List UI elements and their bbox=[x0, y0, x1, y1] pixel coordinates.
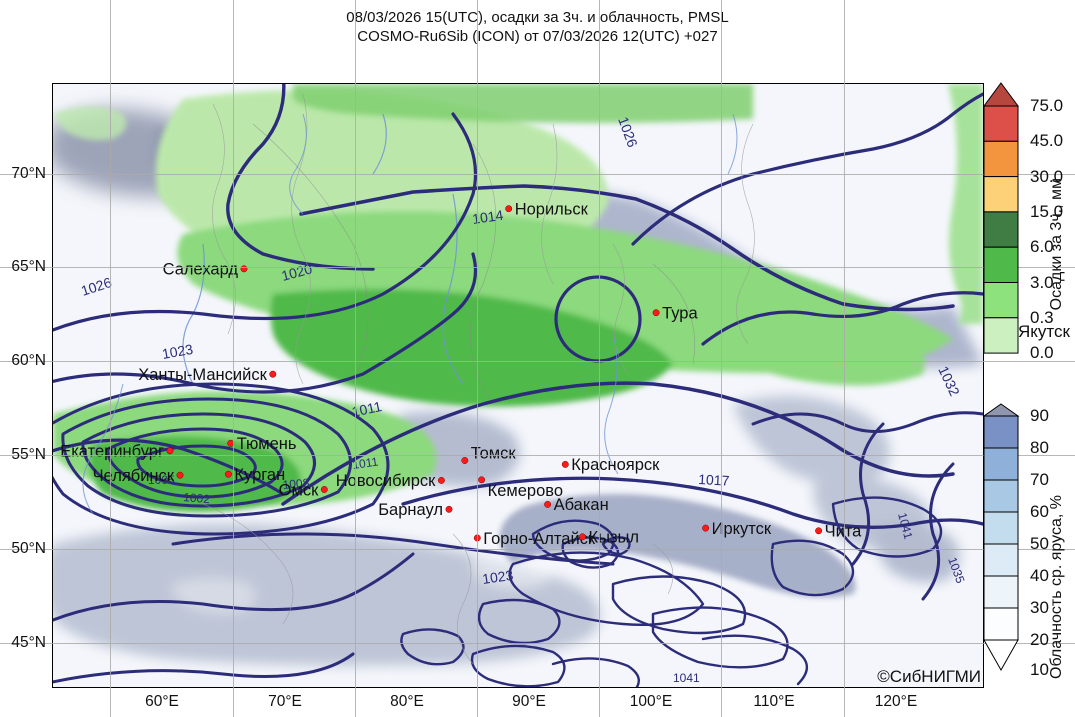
svg-text:Челябинск: Челябинск bbox=[93, 467, 175, 485]
svg-text:Ханты-Мансийск: Ханты-Мансийск bbox=[138, 366, 267, 384]
svg-text:Кемерово: Кемерово bbox=[488, 482, 563, 500]
svg-text:Курган: Курган bbox=[234, 466, 285, 484]
svg-text:Тура: Тура bbox=[662, 304, 698, 322]
svg-text:1041: 1041 bbox=[673, 671, 700, 685]
svg-text:1017: 1017 bbox=[698, 471, 730, 489]
svg-text:Кызыл: Кызыл bbox=[589, 529, 640, 547]
svg-text:Омск: Омск bbox=[279, 481, 319, 499]
svg-text:Абакан: Абакан bbox=[554, 496, 609, 514]
svg-text:©СибНИГМИ: ©СибНИГМИ bbox=[877, 667, 981, 686]
svg-text:Норильск: Норильск bbox=[515, 200, 589, 218]
svg-text:Тюмень: Тюмень bbox=[237, 435, 297, 453]
svg-text:1002: 1002 bbox=[183, 490, 211, 506]
svg-text:Екатеринбург: Екатеринбург bbox=[60, 443, 164, 461]
svg-text:Салехард: Салехард bbox=[163, 261, 239, 279]
svg-text:Барнаул: Барнаул bbox=[378, 501, 443, 519]
svg-text:Горно-Алтайск: Горно-Алтайск bbox=[483, 530, 596, 548]
svg-text:Красноярск: Красноярск bbox=[571, 456, 660, 474]
svg-text:Новосибирск: Новосибирск bbox=[336, 472, 436, 490]
